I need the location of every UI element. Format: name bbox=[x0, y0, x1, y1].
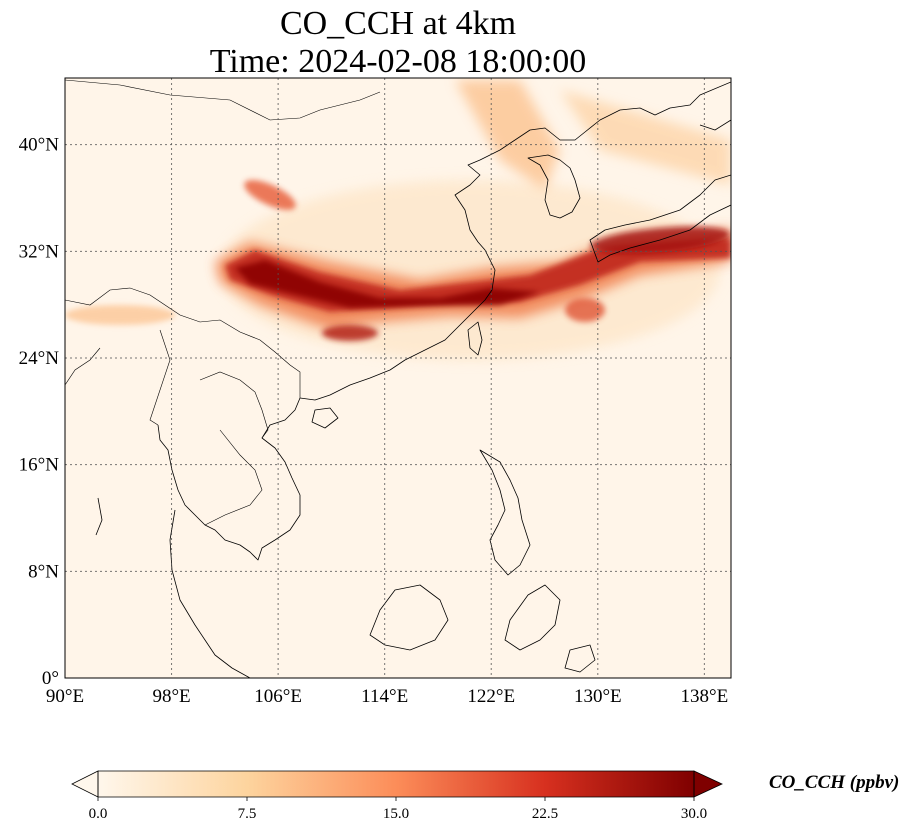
colorbar-tick-label: 15.0 bbox=[383, 806, 409, 822]
map-background bbox=[65, 78, 731, 678]
lat-tick-label: 0° bbox=[42, 668, 59, 689]
gridlines bbox=[65, 78, 731, 678]
lon-tick-label: 122°E bbox=[467, 686, 515, 707]
colorbar: 0.0 7.5 15.0 22.5 30.0 CO_CCH (ppbv) bbox=[71, 770, 899, 822]
colorbar-extend-max bbox=[693, 770, 723, 798]
plume-east-china-sea bbox=[565, 298, 605, 322]
longitude-labels: 90°E 98°E 106°E 114°E 122°E 130°E 138°E bbox=[46, 686, 728, 707]
co-concentration-plumes bbox=[65, 80, 731, 360]
lon-tick-label: 130°E bbox=[574, 686, 622, 707]
lon-tick-label: 90°E bbox=[46, 686, 84, 707]
colorbar-extend-min bbox=[71, 770, 99, 798]
lat-tick-label: 16°N bbox=[19, 455, 60, 476]
lat-tick-label: 24°N bbox=[19, 348, 60, 369]
colorbar-title: CO_CCH (ppbv) bbox=[769, 772, 899, 793]
colorbar-ticks: 0.0 7.5 15.0 22.5 30.0 bbox=[89, 797, 707, 822]
plume-band-peak bbox=[235, 260, 540, 308]
colorbar-gradient bbox=[98, 771, 694, 797]
colorbar-tick-label: 22.5 bbox=[532, 806, 558, 822]
plume-northeast bbox=[560, 90, 731, 185]
colorbar-tick-label: 0.0 bbox=[89, 806, 108, 822]
lon-tick-label: 138°E bbox=[681, 686, 729, 707]
lat-tick-label: 32°N bbox=[19, 241, 60, 262]
plume-south-patch bbox=[322, 325, 378, 341]
plume-small-north bbox=[244, 180, 296, 210]
latitude-labels: 0° 8°N 16°N 24°N 32°N 40°N bbox=[19, 135, 60, 689]
colorbar-tick-label: 7.5 bbox=[238, 806, 257, 822]
lon-tick-label: 98°E bbox=[152, 686, 190, 707]
map-title-line-1: CO_CCH at 4km bbox=[279, 5, 517, 42]
lon-tick-label: 114°E bbox=[361, 686, 408, 707]
map-frame bbox=[64, 77, 732, 679]
plume-north-korea bbox=[455, 80, 560, 190]
lat-tick-label: 8°N bbox=[28, 561, 59, 582]
lat-tick-label: 40°N bbox=[19, 135, 60, 156]
map-title-line-2: Time: 2024-02-08 18:00:00 bbox=[209, 43, 587, 80]
lon-tick-label: 106°E bbox=[254, 686, 302, 707]
plume-west bbox=[65, 305, 175, 325]
colorbar-tick-label: 30.0 bbox=[681, 806, 707, 822]
